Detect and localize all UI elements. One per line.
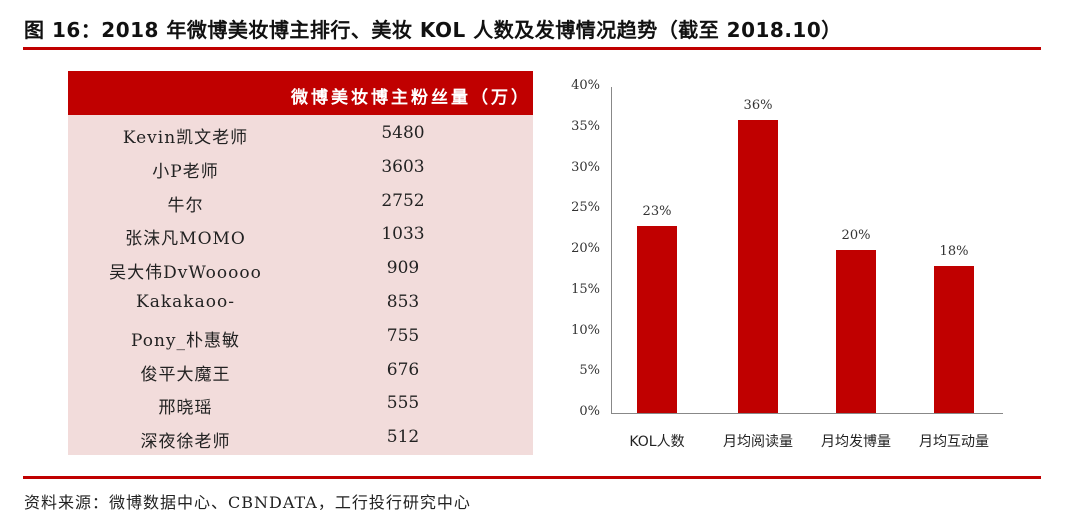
blogger-name: 深夜徐老师 [140,432,231,453]
table-row: 小P老师 3603 [68,151,533,185]
source-note: 资料来源：微博数据中心、CBNDATA，工行投行研究中心 [24,493,471,512]
blogger-name: 牛尔 [167,195,204,216]
y-tick-label: 25% [571,200,600,216]
table-row: 牛尔 2752 [68,185,533,219]
bar [934,266,974,413]
table-row: Kakakaoo- 853 [68,286,533,320]
blogger-name: Kakakaoo- [136,291,235,312]
y-tick-label: 15% [571,281,600,297]
bar-value-label: 20% [841,228,871,243]
footer-divider [23,476,1041,479]
bar-value-label: 36% [743,97,773,113]
table-row: 邢晓瑶 555 [68,387,533,421]
table-row: Pony_朴惠敏 755 [68,320,533,354]
blogger-fans-table: 微博美妆博主粉丝量（万） Kevin凯文老师 5480 小P老师 3603 牛尔 27… [68,71,533,455]
x-category-label: 月均发博量 [821,434,891,450]
fans-count: 555 [386,393,420,414]
table-row: 俊平大魔王 676 [68,354,533,388]
table-header-label: 微博美妆博主粉丝量（万） [291,88,531,108]
y-tick-label: 35% [571,118,600,134]
y-tick-label: 10% [571,322,600,338]
fans-count: 2752 [381,190,425,211]
table-row: 张沫凡MOMO 1033 [68,218,533,252]
bar-value-label: 23% [642,203,672,219]
blogger-name: 张沫凡MOMO [125,229,246,250]
table-row: Kevin凯文老师 5480 [68,117,533,151]
table-row: 深夜徐老师 512 [68,421,533,455]
bar [738,119,778,413]
figure-title: 图 16：2018 年微博美妆博主排行、美妆 KOL 人数及发博情况趋势（截至 … [24,18,842,42]
bar-value-label: 18% [939,244,969,260]
title-divider [23,47,1041,50]
y-axis-line [611,87,612,413]
x-category-label: KOL人数 [629,434,685,450]
y-tick-label: 5% [579,363,600,379]
y-tick-label: 20% [571,241,600,256]
y-tick-label: 30% [571,159,600,175]
fans-count: 3603 [381,156,425,177]
blogger-name: Pony_朴惠敏 [130,330,241,351]
bar [637,225,677,413]
y-tick-label: 40% [571,78,600,93]
blogger-name: 邢晓瑶 [158,398,213,419]
fans-count: 755 [386,325,420,346]
fans-count: 853 [386,291,420,312]
fans-count: 512 [386,427,420,448]
blogger-name: 俊平大魔王 [140,364,231,385]
fans-count: 5480 [381,123,425,143]
x-category-label: 月均阅读量 [723,434,793,450]
y-axis-labels: 0% 5% 10% 15% 20% 25% 30% 35% 40% [540,75,600,465]
table-body: Kevin凯文老师 5480 小P老师 3603 牛尔 2752 张沫凡MOMO 103… [68,115,533,455]
fans-count: 676 [386,359,420,380]
x-category-label: 月均互动量 [919,434,989,450]
table-header: 微博美妆博主粉丝量（万） [68,71,533,115]
y-tick-label: 0% [579,404,600,419]
table-row: 吴大伟DvWooooo 909 [68,252,533,286]
kol-bar-chart: 0% 5% 10% 15% 20% 25% 30% 35% 40% 23% KOL人数 36% 月均阅… [540,75,1040,465]
fans-count: 1033 [381,224,425,245]
blogger-name: 吴大伟DvWooooo [109,263,262,284]
x-axis-line [611,413,1003,414]
blogger-name: Kevin凯文老师 [122,128,249,148]
fans-count: 909 [386,258,420,279]
bar [836,250,876,413]
blogger-name: 小P老师 [152,161,219,182]
